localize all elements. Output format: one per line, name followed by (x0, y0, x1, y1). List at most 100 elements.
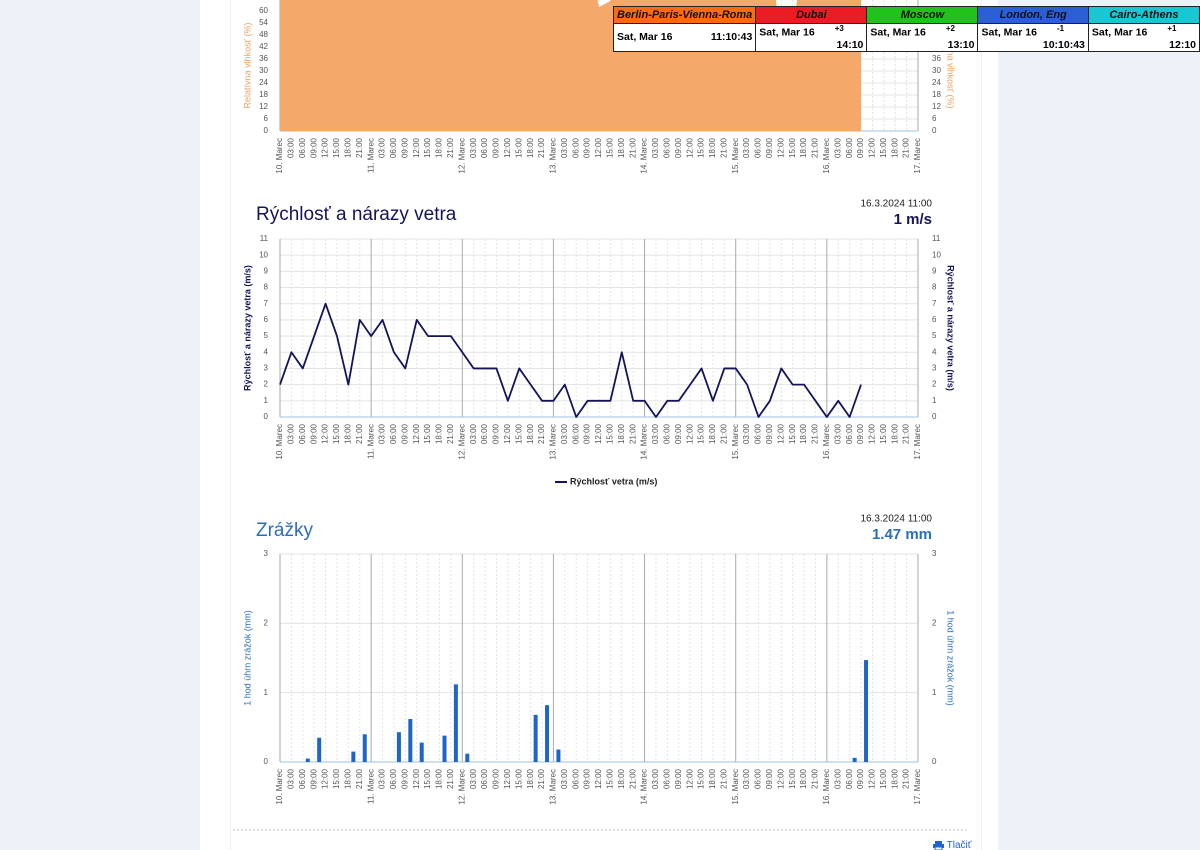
x-tick-label: 21:00 (719, 768, 728, 789)
y-tick-label: 10 (259, 250, 268, 259)
x-tick-label: 06:00 (571, 768, 580, 789)
x-tick-label: 18:00 (617, 137, 626, 158)
x-tick-label: 18:00 (526, 423, 535, 444)
x-tick-label: 03:00 (651, 768, 660, 789)
x-tick-label: 21:00 (446, 768, 455, 789)
x-tick-label: 12:00 (503, 137, 512, 158)
x-tick-label: 15:00 (606, 137, 615, 158)
x-tick-label: 15:00 (606, 423, 615, 444)
x-tick-label: 06:00 (298, 137, 307, 158)
x-tick-label: 15. Marec (731, 769, 740, 805)
x-tick-label: 12:00 (594, 423, 603, 444)
x-tick-label: 21:00 (902, 768, 911, 789)
clock-offset: +1 (1167, 24, 1177, 33)
clock-time: 12:10 (1169, 38, 1196, 51)
current-value: 1.47 mm (872, 526, 932, 543)
x-tick-label: 15:00 (423, 137, 432, 158)
chart-title: Rýchlosť a nárazy vetra (256, 204, 457, 225)
x-tick-label: 15:00 (879, 137, 888, 158)
y2-tick-label: 8 (932, 283, 937, 292)
x-tick-label: 09:00 (583, 768, 592, 789)
print-text[interactable]: Tlačiť (946, 840, 972, 850)
y-axis-label: Relatívna vlhkosť (%) (242, 23, 252, 109)
x-tick-label: 12:00 (412, 423, 421, 444)
x-tick-label: 18:00 (799, 768, 808, 789)
print-link[interactable]: Tlačiť (933, 840, 971, 850)
bar (408, 719, 413, 762)
y-tick-label: 36 (259, 54, 268, 63)
bar (852, 757, 857, 762)
clock-offset: -1 (1056, 24, 1065, 33)
x-tick-label: 03:00 (469, 768, 478, 789)
x-tick-label: 21:00 (719, 423, 728, 444)
x-tick-label: 12:00 (685, 137, 694, 158)
clock-city: Cairo-Athens (1087, 6, 1200, 24)
y2-tick-label: 1 (932, 688, 937, 697)
x-tick-label: 12:00 (503, 423, 512, 444)
x-tick-label: 03:00 (287, 423, 296, 444)
y-axis-label: 1 hod úhrn zrážok (mm) (242, 610, 252, 706)
x-tick-label: 03:00 (378, 137, 387, 158)
bar (465, 753, 470, 762)
x-tick-label: 21:00 (628, 137, 637, 158)
y-tick-label: 48 (259, 30, 268, 39)
x-tick-label: 21:00 (628, 768, 637, 789)
x-tick-label: 12:00 (594, 768, 603, 789)
chart: Rýchlosť a nárazy vetra 16.3.2024 11:001 … (242, 199, 955, 487)
x-tick-label: 21:00 (446, 423, 455, 444)
x-tick-label: 09:00 (309, 768, 318, 789)
x-tick-label: 03:00 (378, 768, 387, 789)
clock-cell: Sat, Mar 16 +2 13:10 (866, 23, 979, 52)
bar (453, 684, 458, 762)
x-tick-label: 12:00 (868, 423, 877, 444)
y-tick-label: 6 (264, 114, 269, 123)
x-tick-label: 15:00 (788, 423, 797, 444)
x-tick-label: 09:00 (765, 137, 774, 158)
x-tick-label: 09:00 (674, 423, 683, 444)
x-tick-label: 09:00 (583, 137, 592, 158)
x-tick-label: 15:00 (697, 768, 706, 789)
x-tick-label: 21:00 (446, 137, 455, 158)
x-tick-label: 06:00 (662, 768, 671, 789)
bar (419, 742, 424, 762)
x-tick-label: 15:00 (514, 137, 523, 158)
x-tick-label: 10. Marec (275, 769, 284, 805)
x-tick-label: 12:00 (776, 137, 785, 158)
x-tick-label: 06:00 (480, 423, 489, 444)
x-tick-label: 11. Marec (366, 138, 375, 173)
x-tick-label: 18:00 (343, 423, 352, 444)
x-tick-label: 06:00 (754, 137, 763, 158)
clock-date: Sat, Mar 16 (981, 26, 1037, 39)
y-tick-label: 3 (264, 549, 269, 558)
x-tick-label: 17. Marec (913, 424, 922, 460)
y-tick-label: 3 (264, 364, 269, 373)
clock-cell: Sat, Mar 16 +1 12:10 (1087, 23, 1200, 52)
x-tick-label: 09:00 (400, 768, 409, 789)
y-tick-label: 11 (260, 234, 269, 243)
x-tick-label: 06:00 (389, 137, 398, 158)
clock-header-row: Berlin-Paris-Vienna-Roma Dubai Moscow Londo… (612, 6, 1200, 24)
x-tick-label: 15:00 (697, 137, 706, 158)
x-tick-label: 03:00 (833, 423, 842, 444)
x-tick-label: 16. Marec (822, 138, 831, 174)
x-tick-label: 18:00 (708, 768, 717, 789)
x-tick-label: 06:00 (754, 768, 763, 789)
x-tick-label: 17. Marec (913, 769, 922, 805)
x-tick-label: 18:00 (799, 137, 808, 158)
clock-cell: Sat, Mar 16 11:10:43 (612, 23, 757, 52)
x-tick-label: 21:00 (811, 137, 820, 158)
x-tick-label: 09:00 (492, 768, 501, 789)
x-tick-label: 21:00 (811, 423, 820, 444)
x-tick-label: 13. Marec (549, 138, 558, 174)
y2-tick-label: 6 (932, 315, 937, 324)
y2-tick-label: 3 (932, 364, 937, 373)
x-tick-label: 18:00 (435, 137, 444, 158)
x-tick-label: 15:00 (606, 768, 615, 789)
bar (351, 751, 356, 762)
x-tick-label: 21:00 (355, 423, 364, 444)
y2-tick-label: 5 (932, 331, 937, 340)
x-tick-label: 18:00 (343, 137, 352, 158)
x-tick-label: 12. Marec (457, 424, 466, 460)
x-tick-label: 14. Marec (640, 138, 649, 174)
